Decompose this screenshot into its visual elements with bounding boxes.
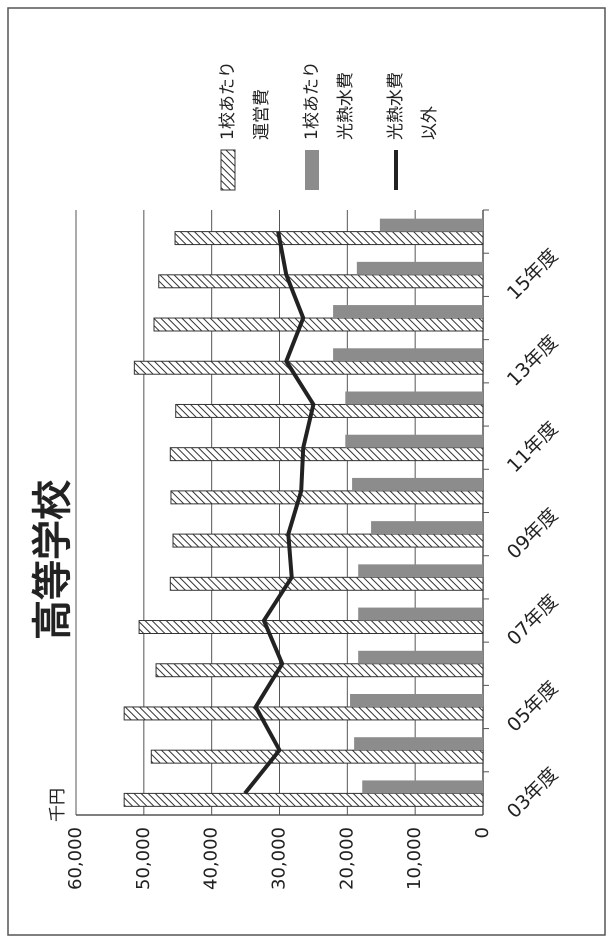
y-tick-label: 40,000 — [201, 827, 222, 890]
line — [243, 231, 316, 795]
bar — [345, 434, 483, 448]
bar — [169, 447, 484, 462]
bar — [358, 564, 484, 578]
bar — [158, 274, 484, 289]
bar — [155, 663, 484, 678]
bar — [354, 737, 483, 751]
x-tick-label: 03年度 — [503, 763, 563, 823]
bar — [356, 261, 483, 275]
y-tick-label: 10,000 — [404, 827, 425, 890]
x-tick-label: 15年度 — [503, 245, 563, 305]
bar — [123, 792, 484, 807]
bar — [123, 706, 484, 721]
y-tick-label: 0 — [472, 827, 493, 838]
bar — [379, 218, 484, 232]
legend-item: 光熱水費 以外 — [386, 72, 440, 140]
bar — [138, 620, 484, 634]
x-tick-label: 09年度 — [503, 504, 563, 564]
rotated-chart: 高等学校 千円 0 10,000 20,000 30,000 40,000 50,000 6… — [7, 7, 606, 936]
y-tick-label: 60,000 — [65, 827, 86, 890]
bar — [352, 477, 483, 491]
legend-label: 光熱水費 以外 — [386, 72, 440, 140]
bar — [175, 403, 484, 418]
legend-item: 1校あたり 運営費 — [218, 61, 272, 140]
x-tick-label: 13年度 — [503, 331, 563, 391]
bar — [358, 650, 484, 664]
bar — [350, 693, 483, 707]
legend-key — [220, 149, 236, 191]
bar — [133, 360, 484, 375]
chart-title: 高等学校 — [30, 480, 76, 640]
legend-label: 1校あたり 運営費 — [218, 61, 272, 140]
bar — [169, 576, 484, 591]
bar — [371, 521, 484, 535]
unit-label: 千円 — [48, 788, 68, 822]
y-tick-label: 20,000 — [336, 827, 357, 890]
bar — [333, 348, 484, 362]
bar — [150, 749, 484, 764]
bar — [174, 231, 484, 246]
bar — [333, 305, 484, 319]
legend-label: 1校あたり 光熱水費 — [302, 61, 356, 140]
legend-item: 1校あたり 光熱水費 — [302, 61, 356, 140]
bar — [153, 317, 484, 332]
frame — [7, 7, 606, 936]
y-tick-label: 50,000 — [133, 827, 154, 890]
bar — [362, 780, 483, 794]
y-tick-label: 30,000 — [269, 827, 290, 890]
bar — [345, 391, 483, 405]
x-tick-label: 05年度 — [503, 677, 563, 737]
legend-key — [305, 150, 319, 190]
x-tick-label: 11年度 — [503, 418, 563, 478]
bar — [170, 490, 484, 505]
bar — [172, 533, 484, 548]
x-tick-label: 07年度 — [503, 590, 563, 650]
bar — [358, 607, 484, 621]
